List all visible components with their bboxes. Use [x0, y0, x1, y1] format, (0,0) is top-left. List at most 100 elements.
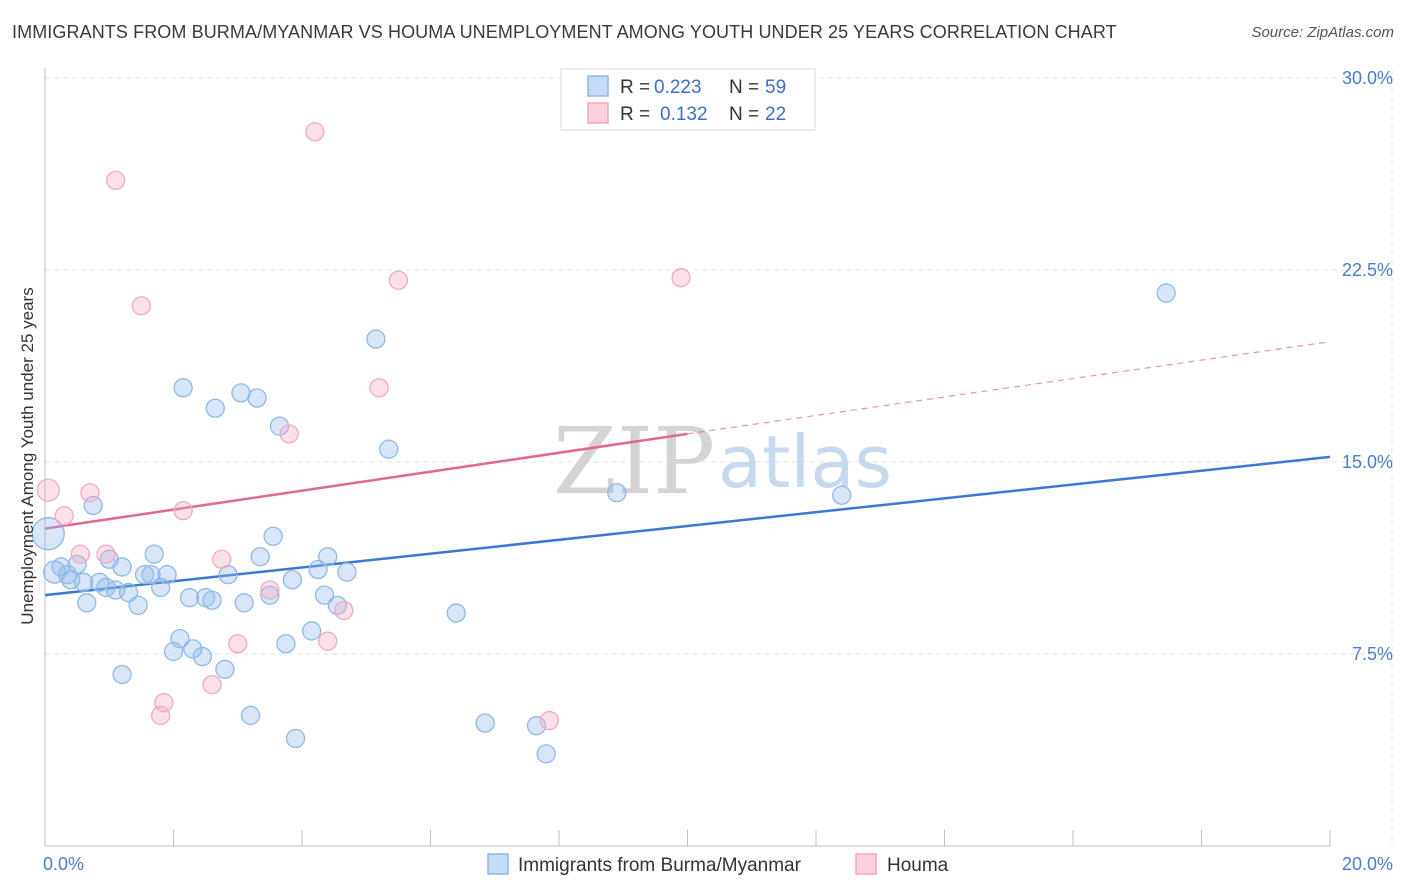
data-point-burma	[77, 593, 97, 613]
data-point-houma	[154, 692, 174, 713]
data-point-burma	[276, 634, 296, 654]
watermark-zip: ZIP	[553, 408, 715, 515]
legend-swatch-blue	[587, 75, 609, 97]
data-point-burma	[282, 570, 303, 590]
data-point-burma	[314, 585, 335, 605]
data-point-burma	[337, 562, 357, 582]
legend-r-value-pink: 0.132	[660, 104, 708, 125]
data-point-burma	[308, 559, 328, 580]
series-swatch-blue	[487, 853, 509, 875]
data-point-houma	[212, 549, 232, 569]
data-point-burma	[366, 329, 386, 349]
data-point-burma	[318, 547, 338, 567]
data-point-burma	[234, 593, 254, 613]
data-point-burma	[215, 659, 235, 680]
data-point-burma	[118, 582, 139, 603]
trend-line-blue	[44, 455, 1331, 597]
y-axis-title: Unemployment Among Youth under 25 years	[18, 287, 37, 624]
data-point-burma	[263, 526, 283, 546]
data-point-burma	[379, 439, 399, 459]
data-point-houma	[369, 378, 389, 398]
data-point-burma	[157, 564, 177, 585]
legend-r-value-blue: 0.223	[654, 77, 702, 98]
data-point-burma	[57, 564, 78, 585]
legend-n-value-pink: 22	[765, 104, 786, 125]
data-point-houma	[260, 580, 280, 600]
data-point-burma	[89, 572, 110, 592]
data-point-burma	[112, 557, 132, 577]
data-point-houma	[173, 500, 193, 521]
data-point-burma	[141, 564, 161, 585]
data-point-houma	[228, 634, 248, 654]
data-point-burma	[173, 378, 193, 398]
x-tick-labels: 0.0% 20.0%	[43, 854, 1393, 874]
data-point-houma	[80, 483, 100, 503]
trend-line-pink	[44, 432, 688, 530]
data-point-burma	[250, 547, 270, 567]
data-point-burma	[269, 416, 290, 436]
data-point-houma	[334, 600, 354, 621]
data-point-houma	[96, 544, 116, 564]
x-tick-label-min: 0.0%	[43, 854, 84, 874]
legend-n-value-blue: 59	[765, 77, 786, 98]
data-point-houma	[539, 710, 560, 731]
legend-r-label: R =	[620, 104, 650, 125]
data-point-burma	[179, 588, 200, 608]
data-point-houma	[106, 170, 126, 191]
trend-lines	[44, 341, 1331, 597]
data-point-burma	[183, 639, 203, 659]
data-point-burma	[144, 544, 164, 564]
x-tick-label-max: 20.0%	[1342, 854, 1393, 874]
data-point-houma	[279, 424, 299, 444]
data-point-houma	[202, 675, 222, 695]
source-label: Source: ZipAtlas.com	[1251, 24, 1394, 41]
data-point-burma	[327, 595, 347, 616]
data-point-burma	[205, 398, 225, 418]
correlation-legend: R = 0.223 N = 59 R = 0.132 N = 22	[560, 68, 816, 131]
data-point-burma	[231, 383, 251, 403]
data-points	[31, 122, 1176, 764]
data-point-houma	[36, 478, 60, 502]
y-tick-label: 15.0%	[1342, 452, 1393, 472]
data-point-houma	[305, 122, 325, 142]
axes	[44, 68, 1331, 847]
y-tick-label: 7.5%	[1352, 644, 1393, 664]
data-point-houma	[388, 270, 409, 290]
y-tick-label: 22.5%	[1342, 260, 1393, 280]
watermark: ZIP atlas	[553, 408, 892, 515]
data-point-burma	[1156, 283, 1176, 303]
y-tick-labels: 7.5% 15.0% 22.5% 30.0%	[1342, 68, 1393, 664]
data-point-burma	[31, 517, 65, 551]
gridlines	[45, 70, 1393, 846]
data-point-burma	[536, 744, 556, 764]
series-legend: Immigrants from Burma/Myanmar Houma	[487, 853, 949, 876]
series-label-pink: Houma	[887, 855, 949, 876]
data-point-burma	[202, 590, 222, 610]
data-point-burma	[112, 664, 132, 685]
legend-n-label: N =	[729, 104, 759, 125]
y-tick-label: 30.0%	[1342, 68, 1393, 88]
data-point-burma	[128, 595, 148, 616]
data-point-burma	[247, 388, 267, 408]
data-point-burma	[301, 621, 322, 641]
legend-n-label: N =	[729, 77, 759, 98]
data-point-burma	[240, 705, 261, 726]
data-point-burma	[170, 628, 190, 649]
data-point-burma	[260, 585, 280, 605]
data-point-burma	[832, 485, 852, 505]
data-point-houma	[671, 268, 691, 288]
data-point-burma	[192, 646, 213, 667]
data-point-burma	[134, 564, 155, 585]
data-point-burma	[446, 603, 466, 623]
data-point-houma	[131, 296, 152, 316]
data-point-houma	[54, 506, 74, 526]
trend-line-extension	[687, 341, 1331, 435]
data-point-burma	[285, 728, 306, 749]
series-label-blue: Immigrants from Burma/Myanmar	[518, 855, 802, 876]
data-point-burma	[73, 572, 94, 592]
watermark-atlas: atlas	[718, 420, 892, 504]
data-point-houma	[318, 631, 338, 651]
chart-title: IMMIGRANTS FROM BURMA/MYANMAR VS HOUMA U…	[12, 22, 1117, 42]
data-point-burma	[475, 713, 495, 733]
